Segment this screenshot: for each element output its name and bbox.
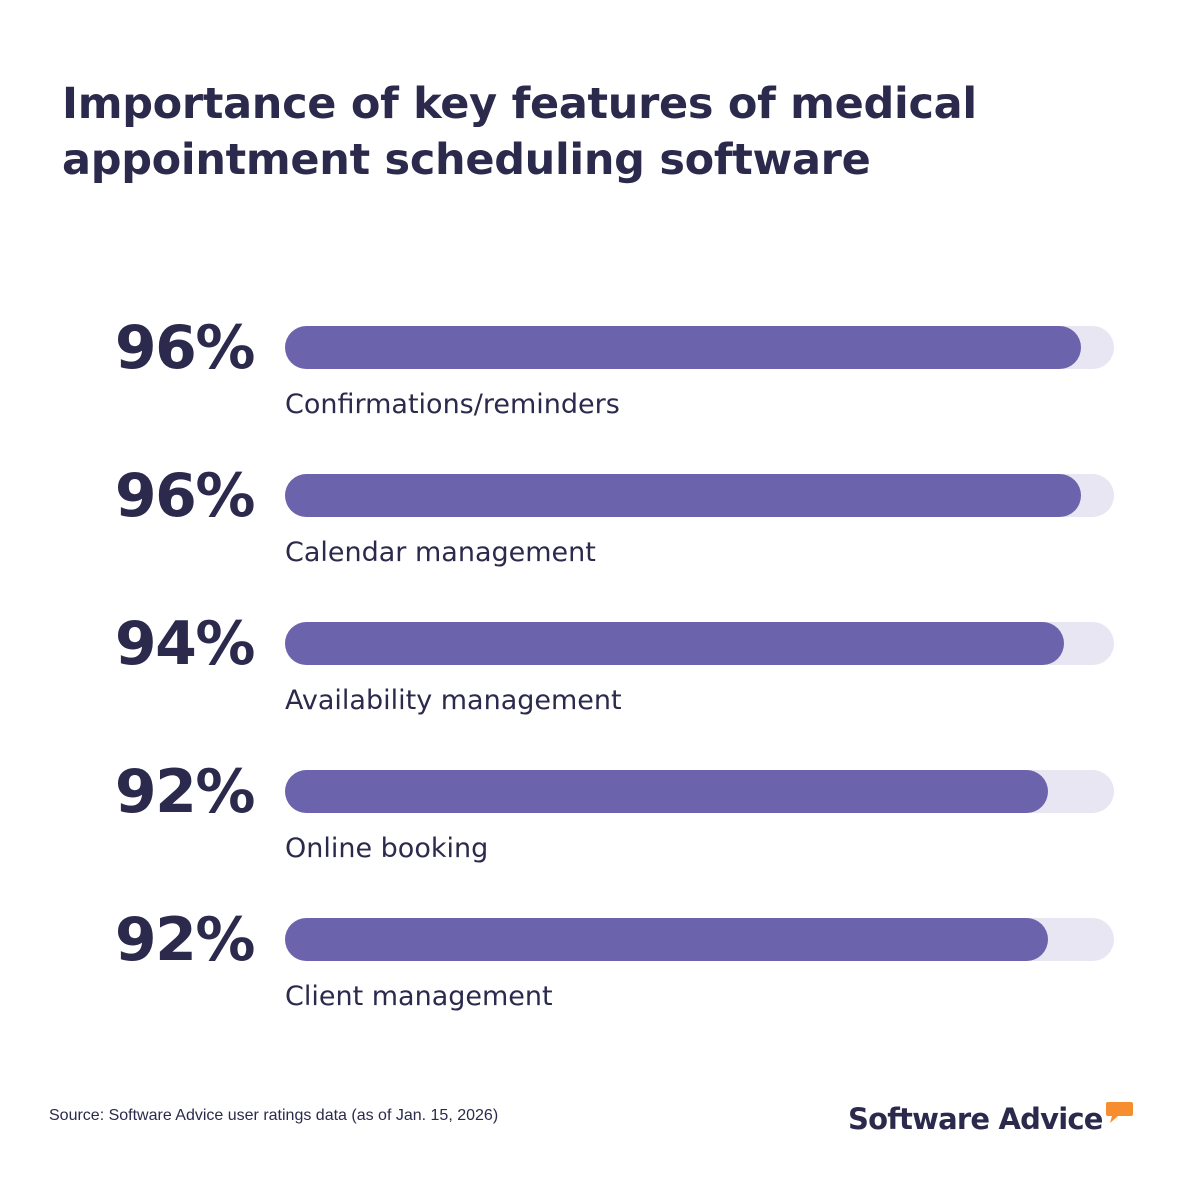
bar-track	[285, 622, 1114, 665]
chart-title: Importance of key features of medical ap…	[62, 76, 1062, 188]
bar-value-label: 96%	[114, 313, 256, 383]
bar-track	[285, 326, 1114, 369]
bar-row: 92% Online booking	[0, 758, 1200, 880]
speech-bubble-icon	[1105, 1102, 1133, 1123]
source-note: Source: Software Advice user ratings dat…	[49, 1107, 499, 1124]
bar-value-label: 96%	[114, 461, 256, 531]
bar-category-label: Client management	[285, 981, 553, 1012]
bar-track	[285, 770, 1114, 813]
bar-row: 96% Confirmations/reminders	[0, 314, 1200, 436]
bar-value-label: 92%	[114, 905, 256, 975]
brand-name: Software Advice	[848, 1102, 1103, 1136]
bar	[285, 770, 1048, 813]
bar	[285, 918, 1048, 961]
bar-row: 92% Client management	[0, 906, 1200, 1028]
bar-row: 96% Calendar management	[0, 462, 1200, 584]
bar	[285, 474, 1081, 517]
bar-value-label: 92%	[114, 757, 256, 827]
bar-category-label: Calendar management	[285, 537, 596, 568]
chart-title-line-1: Importance of key features of medical	[62, 79, 977, 129]
bar-row: 94% Availability management	[0, 610, 1200, 732]
bar	[285, 326, 1081, 369]
chart-title-line-2: appointment scheduling software	[62, 135, 871, 185]
brand-logo: Software Advice	[848, 1099, 1133, 1139]
bar-category-label: Confirmations/reminders	[285, 389, 620, 420]
bar-track	[285, 474, 1114, 517]
bar-category-label: Online booking	[285, 833, 489, 864]
bar-category-label: Availability management	[285, 685, 622, 716]
bar-value-label: 94%	[114, 609, 256, 679]
bar	[285, 622, 1064, 665]
bar-track	[285, 918, 1114, 961]
